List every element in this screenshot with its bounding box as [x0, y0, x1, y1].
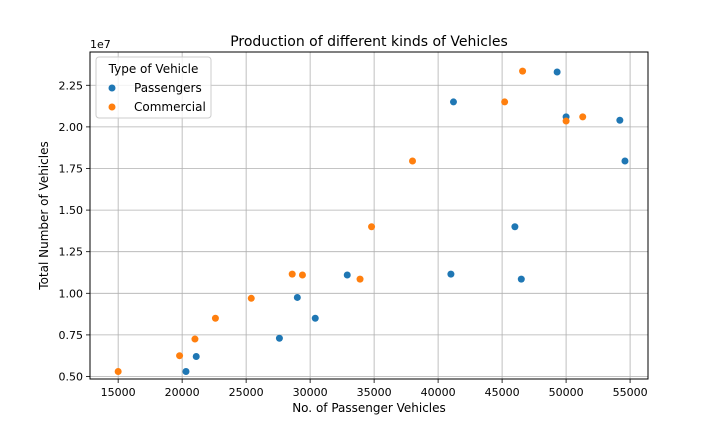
commercial-point [356, 275, 364, 283]
y-axis-label: Total Number of Vehicles [37, 141, 51, 290]
chart-title: Production of different kinds of Vehicle… [230, 34, 508, 50]
legend-marker-commercial [108, 103, 116, 111]
y-tick-label: 2.00 [59, 121, 84, 134]
series-passengers [182, 68, 629, 376]
commercial-point [519, 67, 527, 75]
y-tick-label: 1.00 [59, 287, 84, 300]
x-tick-label: 25000 [229, 386, 264, 399]
legend-label-passengers: Passengers [134, 81, 202, 95]
legend-label-commercial: Commercial [134, 100, 206, 114]
y-tick-label: 0.50 [59, 371, 84, 384]
x-tick-label: 45000 [485, 386, 520, 399]
x-tick-label: 30000 [293, 386, 328, 399]
x-tick-label: 15000 [101, 386, 136, 399]
commercial-point [579, 113, 587, 121]
x-tick-label: 55000 [613, 386, 648, 399]
passengers-point [343, 271, 351, 279]
passengers-point [275, 334, 283, 342]
commercial-point [247, 294, 255, 302]
y-tick-label: 1.25 [59, 246, 84, 259]
commercial-point [191, 335, 199, 343]
y-offset-label: 1e7 [90, 38, 111, 51]
legend-marker-passengers [108, 84, 116, 92]
series-commercial [114, 67, 587, 376]
passengers-point [517, 275, 525, 283]
x-tick-label: 20000 [165, 386, 200, 399]
passengers-point [192, 353, 200, 361]
x-tick-label: 40000 [421, 386, 456, 399]
commercial-point [368, 223, 376, 231]
passengers-point [311, 314, 319, 322]
commercial-point [409, 157, 417, 165]
x-axis-ticks: 15000 20000 25000 30000 35000 40000 45000 50000… [101, 379, 648, 399]
y-tick-label: 1.75 [59, 162, 84, 175]
legend: Type of Vehicle Passengers Commercial [95, 56, 212, 119]
passengers-point [621, 157, 629, 165]
commercial-point [562, 117, 570, 125]
grid-lines [90, 52, 648, 379]
passengers-point [511, 223, 519, 231]
y-axis-ticks: 0.50 0.75 1.00 1.25 1.50 1.75 2.00 2.25 [59, 79, 90, 384]
commercial-point [211, 314, 219, 322]
passengers-point [447, 270, 455, 278]
legend-title: Type of Vehicle [108, 62, 199, 76]
passengers-point [553, 68, 561, 76]
commercial-point [501, 98, 509, 106]
passengers-point [449, 98, 457, 106]
passengers-point [616, 116, 624, 124]
passengers-point [293, 293, 301, 301]
commercial-point [288, 270, 296, 278]
commercial-point [114, 368, 122, 376]
commercial-point [298, 271, 306, 279]
y-tick-label: 1.50 [59, 204, 84, 217]
y-tick-label: 0.75 [59, 329, 84, 342]
plot-frame [89, 51, 649, 380]
data-points [114, 67, 629, 376]
y-tick-label: 2.25 [59, 79, 84, 92]
legend-box [95, 56, 212, 119]
x-tick-label: 35000 [357, 386, 392, 399]
x-tick-label: 50000 [549, 386, 584, 399]
passengers-point [182, 368, 190, 376]
commercial-point [176, 352, 184, 360]
x-axis-label: No. of Passenger Vehicles [292, 401, 446, 415]
